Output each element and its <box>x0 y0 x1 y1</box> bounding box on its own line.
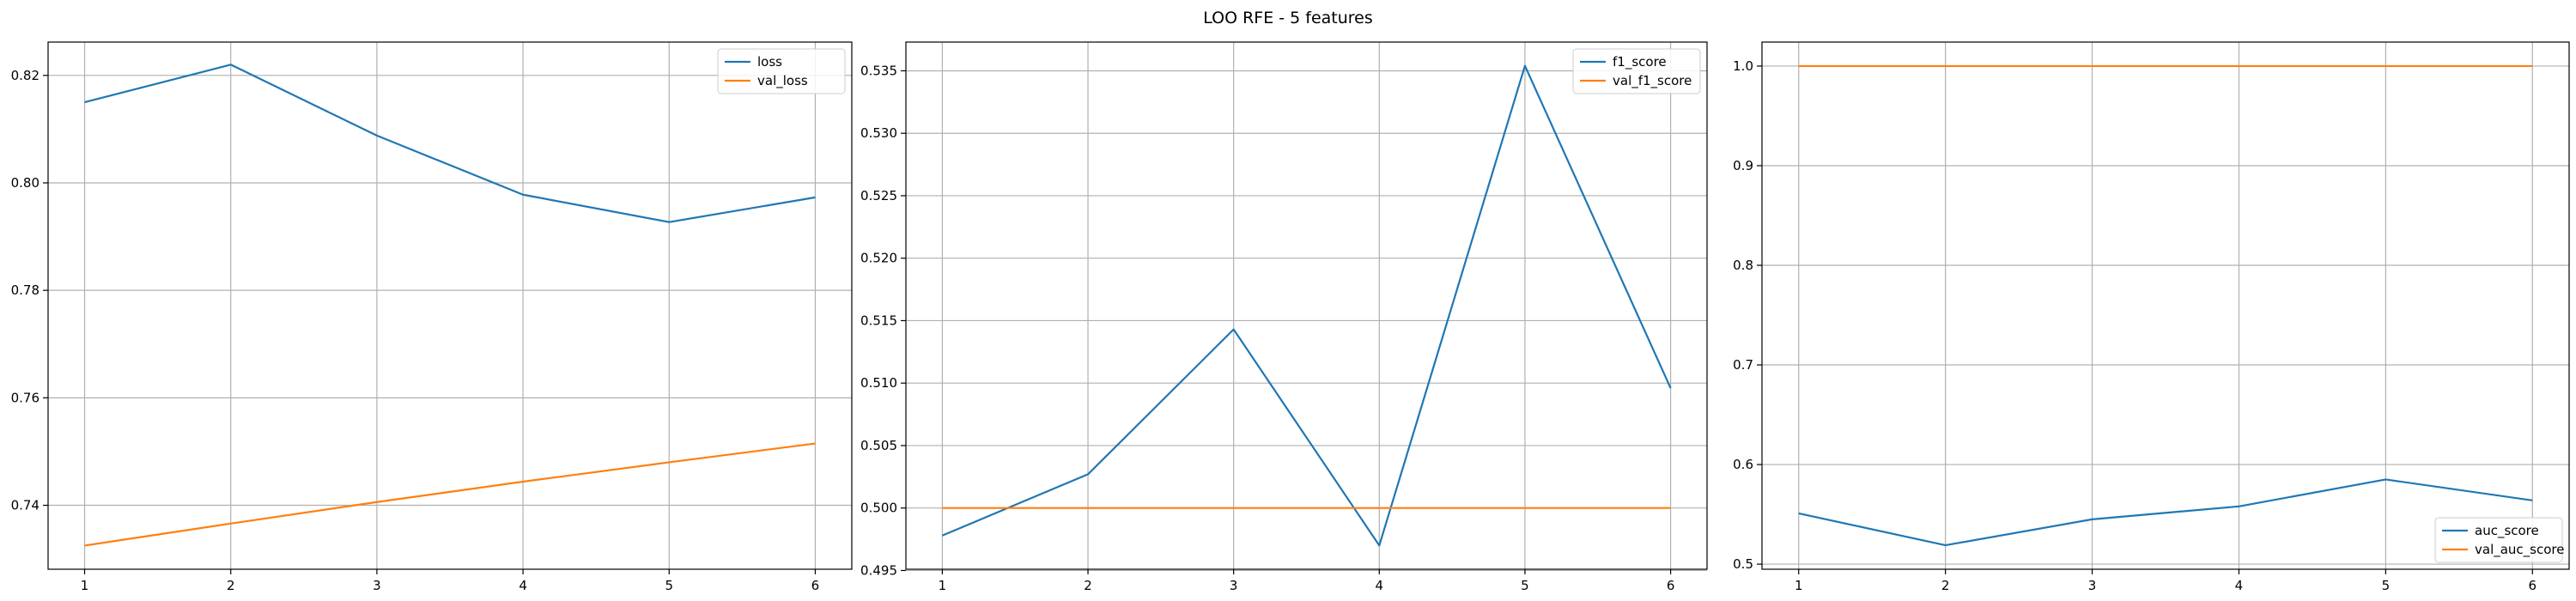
legend: auc_score val_auc_score <box>2435 518 2565 562</box>
y-tick-label: 0.530 <box>860 125 897 141</box>
y-tick-label: 0.525 <box>860 188 897 203</box>
x-tick-label: 4 <box>519 578 527 593</box>
axes-frame <box>1762 42 2569 569</box>
axes-frame <box>48 42 852 569</box>
legend-label-val_auc_score: val_auc_score <box>2475 542 2565 558</box>
x-tick-label: 3 <box>1230 578 1238 593</box>
y-tick-label: 0.78 <box>11 282 39 298</box>
legend-label-f1_score: f1_score <box>1613 54 1667 70</box>
x-tick-label: 3 <box>2088 578 2097 593</box>
x-tick-label: 4 <box>1376 578 1384 593</box>
x-tick-label: 2 <box>227 578 235 593</box>
series-line-val_loss <box>85 444 816 546</box>
y-tick-label: 0.5 <box>1733 556 1753 572</box>
x-tick-label: 2 <box>1084 578 1092 593</box>
x-tick-label: 6 <box>2528 578 2537 593</box>
legend-label-auc_score: auc_score <box>2475 523 2539 539</box>
y-tick-label: 0.7 <box>1733 357 1753 373</box>
x-tick-label: 5 <box>665 578 673 593</box>
series-line-loss <box>85 64 816 222</box>
legend: loss val_loss <box>718 49 845 94</box>
y-tick-label: 0.515 <box>860 313 897 328</box>
x-tick-label: 3 <box>373 578 381 593</box>
series-line-auc_score <box>1799 479 2533 545</box>
axes-frame <box>906 42 1707 569</box>
legend-label-val_loss: val_loss <box>757 73 808 89</box>
chart-3: 1 2 3 4 5 6 0.5 0.6 0.7 0.8 0.9 1.0 auc_score val_auc… <box>1733 42 2569 593</box>
x-tick-label: 1 <box>939 578 947 593</box>
x-tick-label: 2 <box>1941 578 1950 593</box>
y-tick-label: 0.76 <box>11 390 39 405</box>
legend-label-val_f1_score: val_f1_score <box>1613 73 1692 89</box>
y-tick-label: 0.6 <box>1733 457 1753 472</box>
y-tick-label: 0.82 <box>11 68 39 83</box>
y-tick-label: 0.495 <box>860 562 897 578</box>
series-line-f1_score <box>942 66 1670 546</box>
chart-2: 1 2 3 4 5 6 0.495 0.500 0.505 0.510 0.515 0.520 0.52… <box>860 42 1707 593</box>
legend: f1_score val_f1_score <box>1573 49 1700 94</box>
y-tick-label: 0.510 <box>860 375 897 391</box>
y-tick-label: 0.520 <box>860 251 897 266</box>
y-tick-label: 0.500 <box>860 501 897 516</box>
legend-label-loss: loss <box>757 54 782 70</box>
chart-1: 1 2 3 4 5 6 0.74 0.76 0.78 0.80 0.82 loss val_loss <box>11 42 852 593</box>
x-tick-label: 1 <box>1795 578 1803 593</box>
x-tick-label: 5 <box>1521 578 1529 593</box>
x-tick-label: 5 <box>2382 578 2391 593</box>
x-tick-label: 4 <box>2235 578 2244 593</box>
y-tick-label: 0.74 <box>11 498 39 513</box>
x-tick-label: 6 <box>811 578 820 593</box>
y-tick-label: 0.8 <box>1733 258 1753 273</box>
y-tick-label: 0.535 <box>860 63 897 78</box>
y-tick-label: 1.0 <box>1733 58 1753 74</box>
x-tick-label: 6 <box>1667 578 1675 593</box>
y-tick-label: 0.505 <box>860 438 897 453</box>
y-tick-label: 0.9 <box>1733 158 1753 173</box>
x-tick-label: 1 <box>81 578 89 593</box>
y-tick-label: 0.80 <box>11 175 39 191</box>
